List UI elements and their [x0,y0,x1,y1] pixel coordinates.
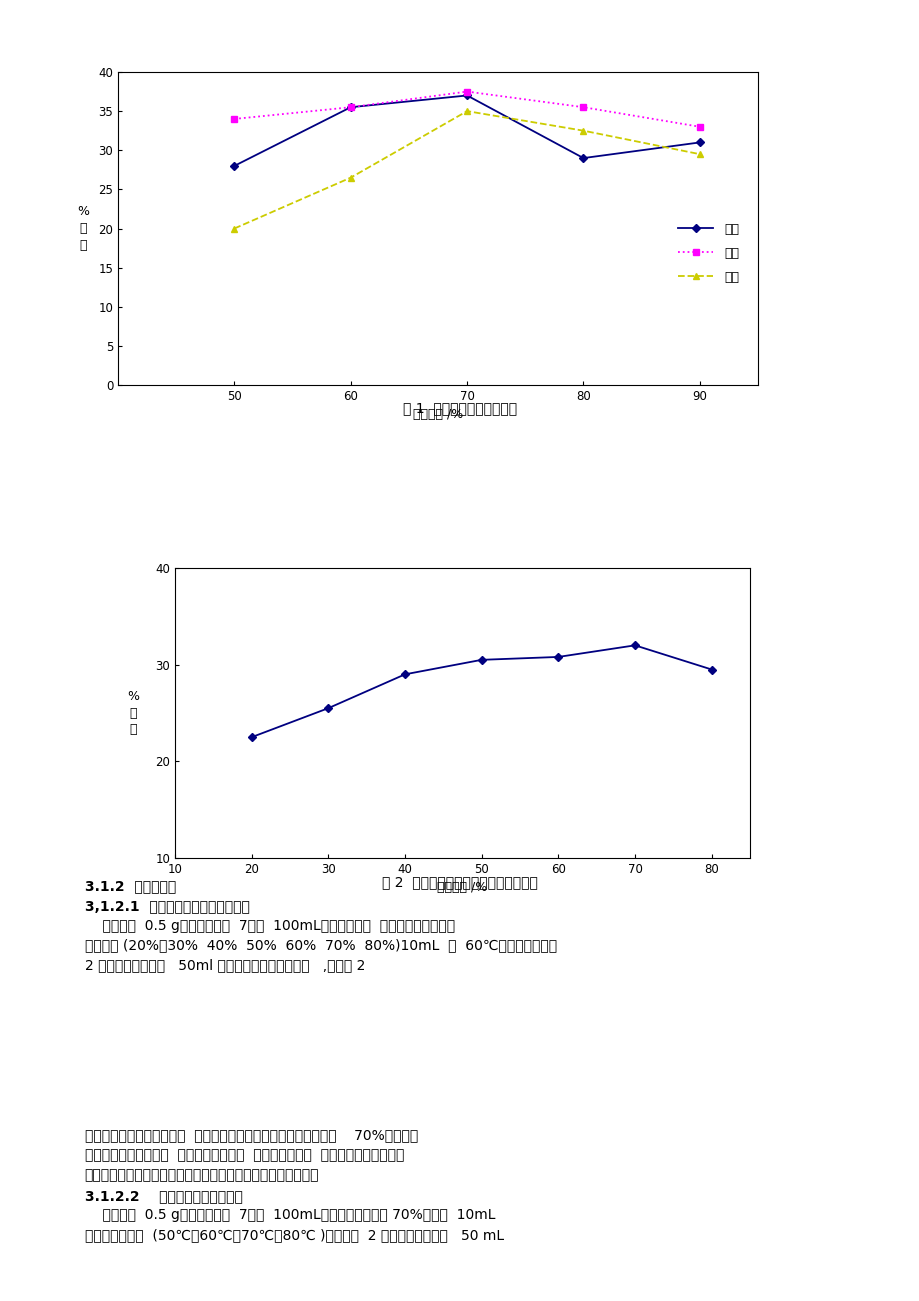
Text: %: % [128,690,140,703]
Text: 3.1.2  单因素实验: 3.1.2 单因素实验 [85,879,176,892]
Text: 可知，随着乙醇浓度的增加  ，提取率亦随之增大，当乙醇浓度达到    70%时，黄酮: 可知，随着乙醇浓度的增加 ，提取率亦随之增大，当乙醇浓度达到 70%时，黄酮 [85,1128,417,1142]
Text: 乙醇溶液 (20%、30%  40%  50%  60%  70%  80%)10mL  于  60℃水浴中回流提取: 乙醇溶液 (20%、30% 40% 50% 60% 70% 80%)10mL 于… [85,938,556,952]
Text: 准确称取  0.5 g大田基黄粉末  7份于  100mL圆底烧瓶中，加入 70%的乙醇  10mL: 准确称取 0.5 g大田基黄粉末 7份于 100mL圆底烧瓶中，加入 70%的乙… [85,1209,494,1223]
Text: 图 2  不同乙醇浓度对提取率的实验结果: 图 2 不同乙醇浓度对提取率的实验结果 [381,876,538,889]
Legend: 甲醇, 乙醇, 丙酮: 甲醇, 乙醇, 丙酮 [672,217,743,290]
Text: 率: 率 [130,706,137,719]
Text: 得: 得 [130,723,137,736]
Text: 得: 得 [79,239,86,252]
X-axis label: 乙醇浓度 /%: 乙醇浓度 /% [437,881,487,894]
Text: 准确称取  0.5 g大田基黄粉末  7份于  100mL圆底烧瓶中，  分别加入不同浓度的: 准确称取 0.5 g大田基黄粉末 7份于 100mL圆底烧瓶中， 分别加入不同浓… [85,919,454,933]
Text: 分别在不同温度  (50℃、60℃、70℃、80℃ )回流提取  2 小时，滤过定容到   50 mL: 分别在不同温度 (50℃、60℃、70℃、80℃ )回流提取 2 小时，滤过定容… [85,1228,504,1242]
Text: 类化合物溶解度最大，  提取率最高而后，  乙醇浓度增加，  黄酮类化合物溶解度减: 类化合物溶解度最大， 提取率最高而后， 乙醇浓度增加， 黄酮类化合物溶解度减 [85,1149,403,1162]
Text: 3.1.2.2    温度对提取效果的影响: 3.1.2.2 温度对提取效果的影响 [85,1189,243,1203]
Text: 3,1.2.1  乙醇浓度对提取效果的影响: 3,1.2.1 乙醇浓度对提取效果的影响 [85,899,249,913]
X-axis label: 不同浓度 /%: 不同浓度 /% [413,409,462,422]
Text: 2 小时，滤过定容到   50ml 容量瓶后测定总黄酷含量   ,。见图 2: 2 小时，滤过定容到 50ml 容量瓶后测定总黄酷含量 ,。见图 2 [85,958,365,972]
Text: 率: 率 [79,222,86,235]
Text: 小，同时一些醇溶性杂质、色素、亲脂性强的成分溢出量增加。: 小，同时一些醇溶性杂质、色素、亲脂性强的成分溢出量增加。 [85,1168,319,1183]
Text: %: % [77,206,89,219]
Text: 图 1  不同溶剂提取实验结果: 图 1 不同溶剂提取实验结果 [403,401,516,415]
